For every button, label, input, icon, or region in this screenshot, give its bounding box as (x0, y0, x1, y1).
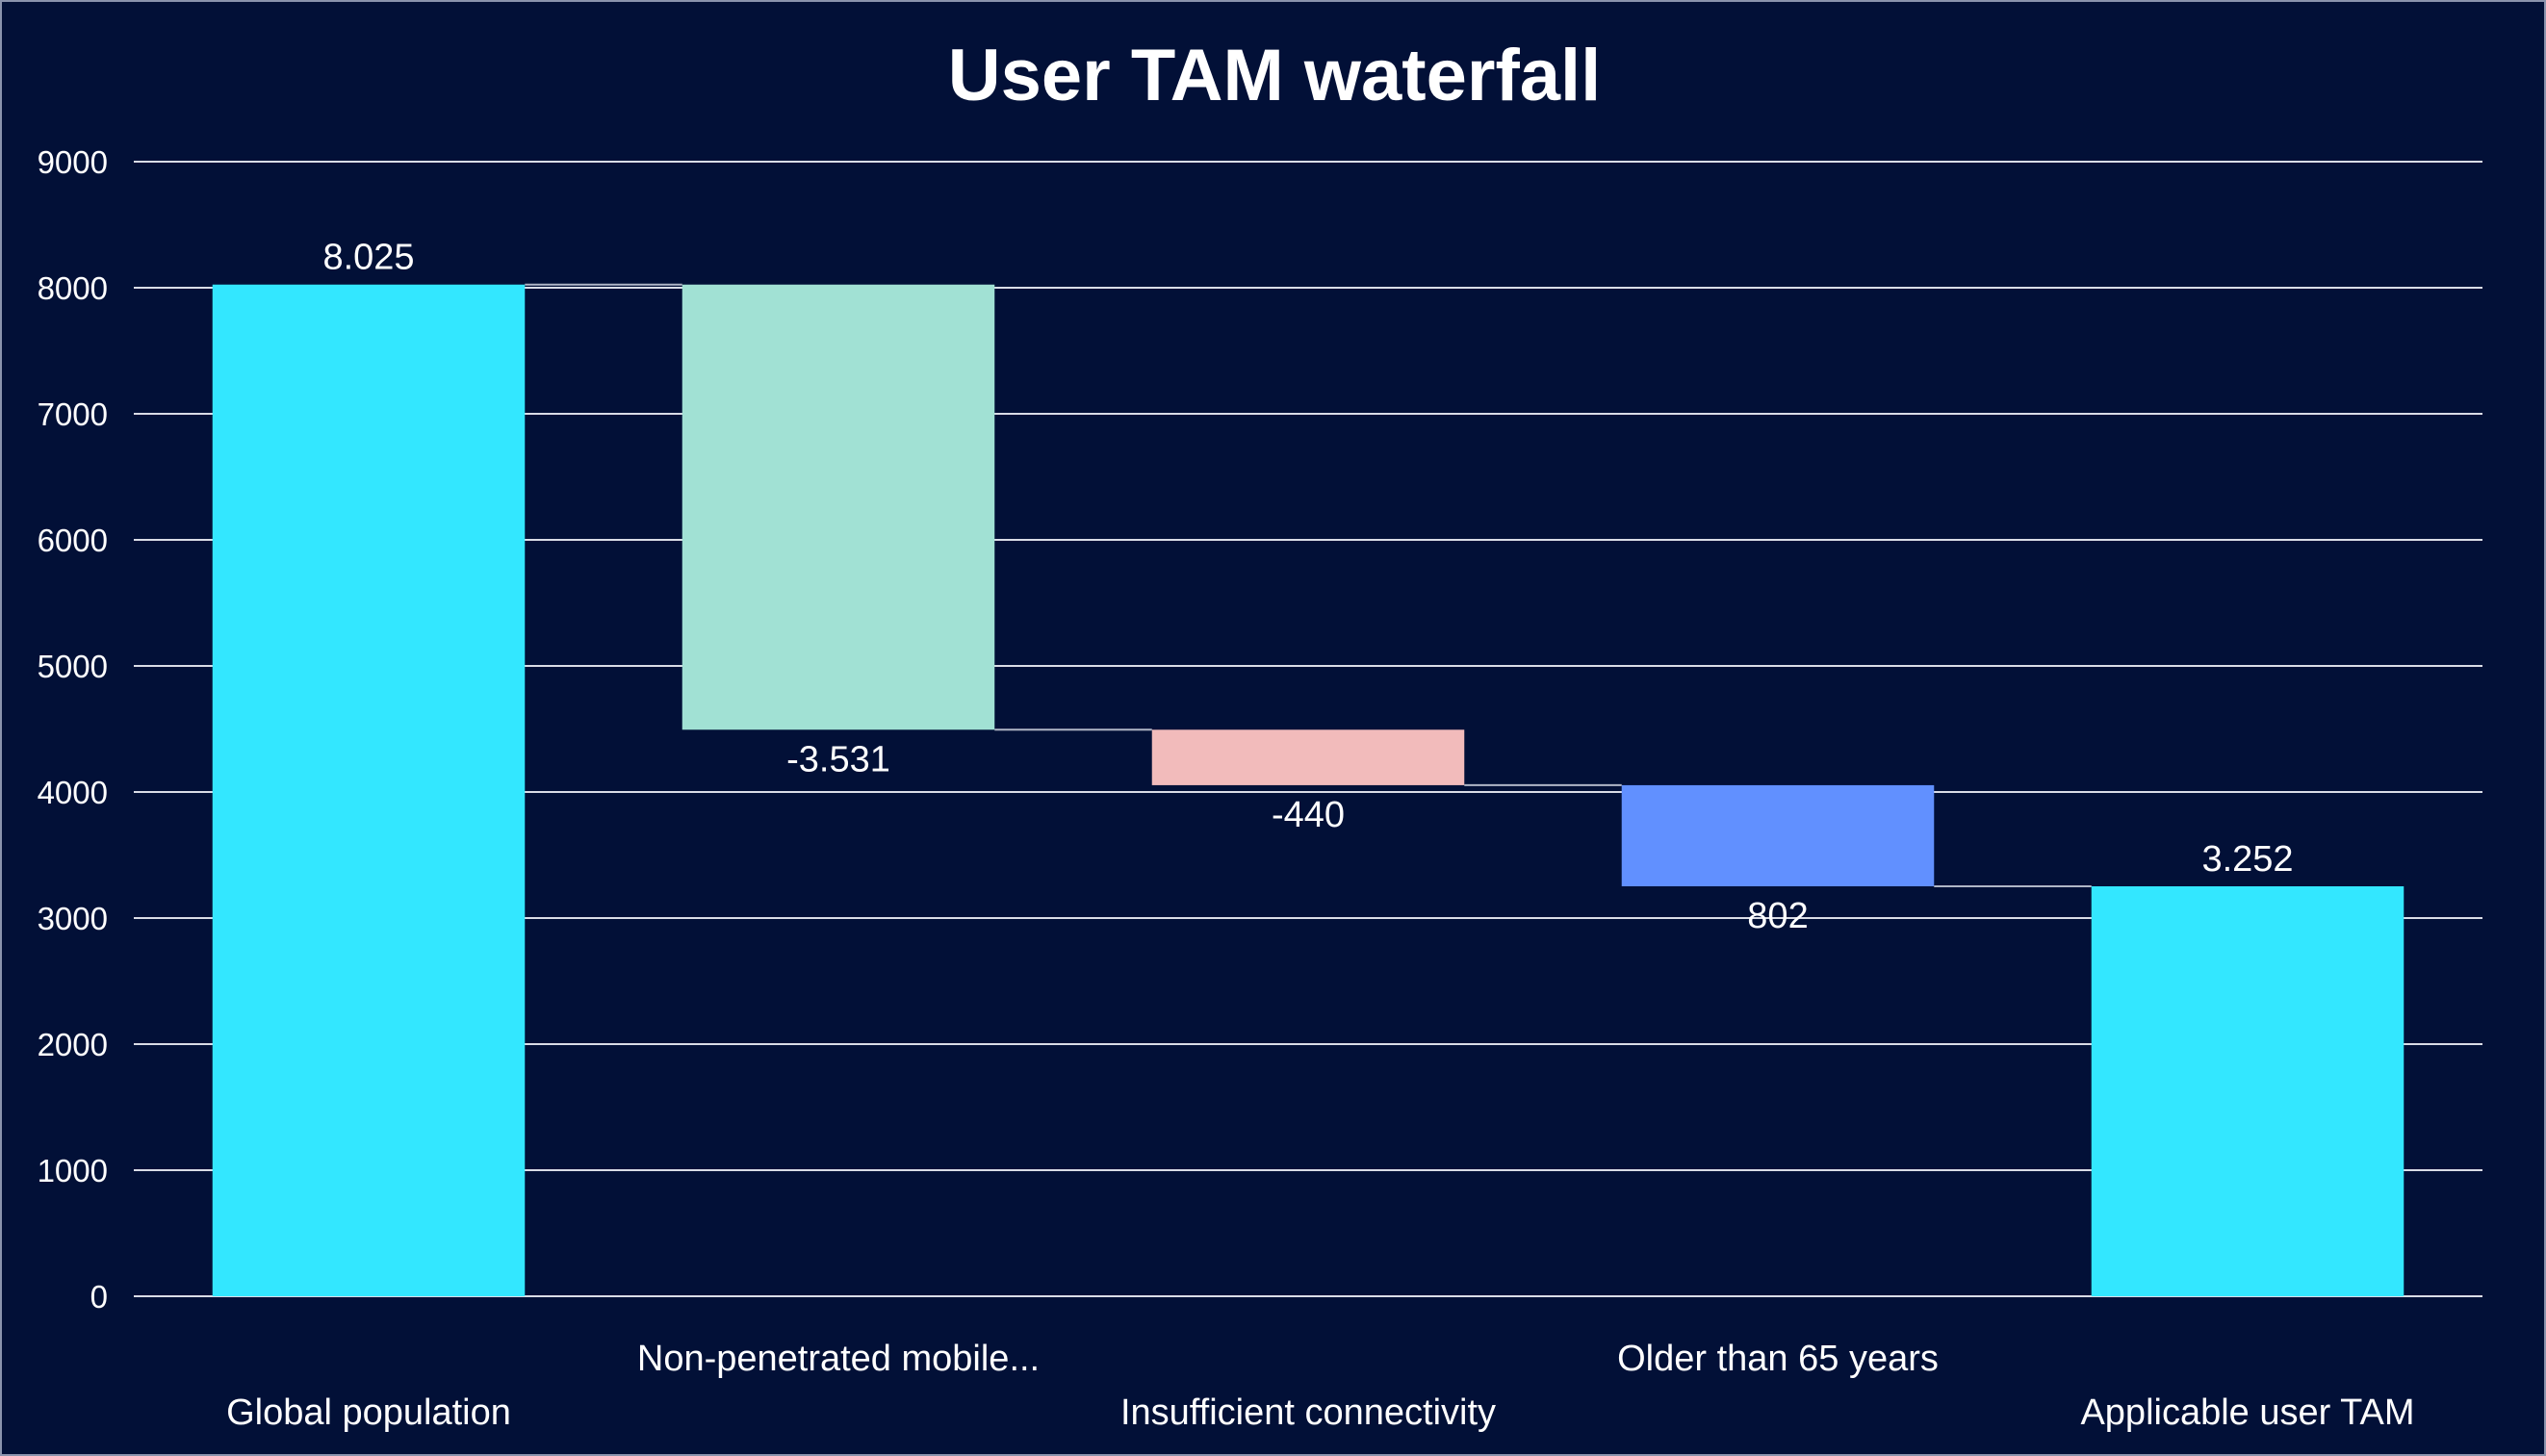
category-label-5: Applicable user TAM (2080, 1392, 2414, 1433)
category-label-4: Older than 65 years (1617, 1339, 1939, 1379)
gridlines (134, 161, 2482, 1297)
category-label-3: Insufficient connectivity (1120, 1392, 1496, 1433)
data-label-4: 802 (1747, 896, 1808, 936)
category-labels: Global population Non-penetrated mobile..… (226, 1339, 2414, 1433)
y-tick-label: 4000 (38, 775, 108, 810)
connectors (525, 283, 2092, 887)
y-tick-label: 7000 (38, 396, 108, 432)
y-tick-label: 8000 (38, 270, 108, 306)
data-label-2: -3.531 (786, 739, 890, 779)
bar-5 (2091, 885, 2405, 1296)
data-label-5: 3.252 (2201, 839, 2293, 880)
chart-title: User TAM waterfall (948, 35, 1602, 116)
y-tick-label: 6000 (38, 523, 108, 558)
bar-2 (682, 284, 995, 730)
data-label-1: 8.025 (322, 238, 414, 278)
y-tick-label: 0 (90, 1279, 108, 1315)
y-tick-label: 2000 (38, 1027, 108, 1062)
bar-1 (212, 284, 526, 1297)
y-tick-label: 5000 (38, 649, 108, 684)
bar-3 (1151, 729, 1465, 785)
data-labels: 8.025 -3.531 -440 802 3.252 (322, 238, 2293, 936)
y-tick-label: 1000 (38, 1153, 108, 1188)
y-tick-label: 3000 (38, 901, 108, 936)
data-label-3: -440 (1272, 795, 1345, 835)
bar-4 (1621, 784, 1935, 886)
y-tick-label: 9000 (38, 144, 108, 180)
y-axis-ticks: 0 1000 2000 3000 4000 5000 6000 7000 8000 9000 (38, 144, 108, 1315)
category-label-2: Non-penetrated mobile... (637, 1339, 1040, 1379)
category-label-1: Global population (226, 1392, 511, 1433)
bars (212, 284, 2405, 1297)
